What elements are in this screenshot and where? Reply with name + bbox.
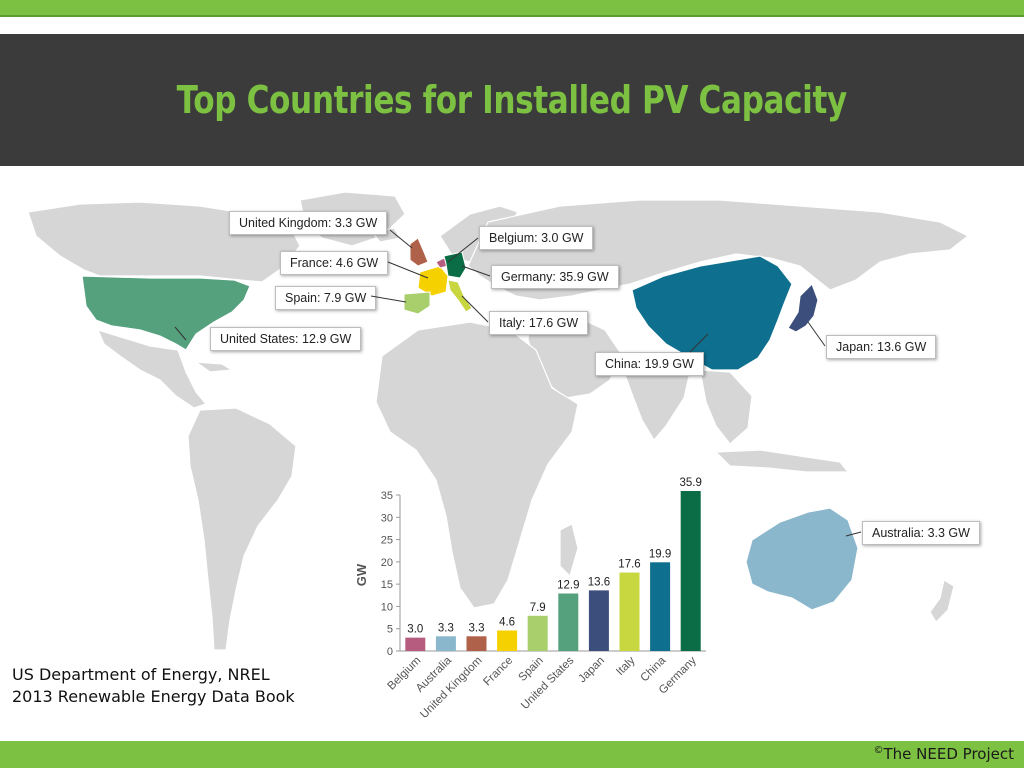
map-china xyxy=(631,255,793,371)
map-madagascar xyxy=(559,523,579,578)
footer-bar: ©The NEED Project xyxy=(0,741,1024,768)
map-united-kingdom xyxy=(409,237,429,267)
callout-united-kingdom: United Kingdom: 3.3 GW xyxy=(229,211,388,235)
map-japan xyxy=(787,282,819,333)
map-australia xyxy=(745,507,859,611)
source-citation: US Department of Energy, NREL 2013 Renew… xyxy=(12,665,295,706)
footer-org-name: The NEED Project xyxy=(883,745,1014,763)
world-map xyxy=(27,191,970,651)
map-italy xyxy=(447,279,473,313)
callout-australia: Australia: 3.3 GW xyxy=(862,521,980,545)
map-indonesia xyxy=(714,449,850,473)
map-germany xyxy=(443,251,467,279)
callout-china: China: 19.9 GW xyxy=(595,352,704,376)
map-spain xyxy=(403,291,431,315)
map-caribbean xyxy=(193,361,234,373)
callout-belgium: Belgium: 3.0 GW xyxy=(479,226,594,250)
callout-france: France: 4.6 GW xyxy=(280,251,389,275)
map-new-zealand xyxy=(929,579,955,623)
map-france xyxy=(417,265,449,297)
map-africa xyxy=(375,321,579,609)
callout-germany: Germany: 35.9 GW xyxy=(491,265,619,289)
map-united-states xyxy=(81,275,251,351)
footer-credit: ©The NEED Project xyxy=(874,745,1014,763)
top-accent-bar xyxy=(0,0,1024,15)
title-banner: Top Countries for Installed PV Capacity xyxy=(0,34,1024,166)
map-mexico xyxy=(96,329,208,409)
callout-japan: Japan: 13.6 GW xyxy=(826,335,937,359)
map-south-america xyxy=(187,407,297,651)
top-accent-line xyxy=(0,15,1024,17)
page-title: Top Countries for Installed PV Capacity xyxy=(176,78,848,122)
callout-italy: Italy: 17.6 GW xyxy=(489,311,589,335)
map-se-asia xyxy=(699,369,753,445)
callout-united-states: United States: 12.9 GW xyxy=(210,327,362,351)
callout-spain: Spain: 7.9 GW xyxy=(275,286,377,310)
copyright-symbol: © xyxy=(873,745,884,756)
